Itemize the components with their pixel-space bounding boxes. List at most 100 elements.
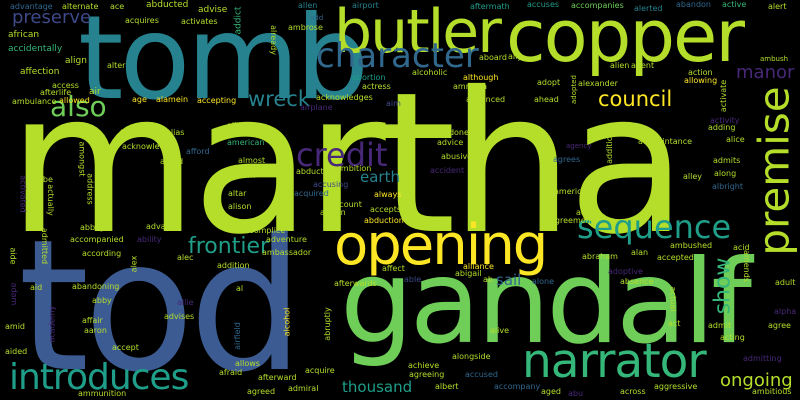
word-always: always	[374, 190, 402, 199]
word-albright: albright	[712, 182, 743, 191]
word-altar: altar	[228, 189, 247, 198]
word-allowing: allowing	[684, 76, 718, 85]
word-allowed: allowed	[59, 96, 90, 105]
word-aim: aim	[386, 99, 401, 108]
word-accident: accident	[430, 166, 465, 175]
word-activates: activates	[181, 17, 218, 26]
word-adoptive: adoptive	[608, 267, 643, 276]
word-accuses: accuses	[527, 0, 560, 9]
word-accept: accept	[112, 343, 139, 352]
word-actress: actress	[362, 82, 391, 91]
word-access: access	[52, 81, 79, 90]
word-preserve: preserve	[12, 7, 92, 28]
word-alliance: alliance	[463, 262, 494, 271]
word-active: active	[722, 0, 747, 9]
word-achieve: achieve	[408, 361, 440, 370]
word-alex: alex	[129, 255, 139, 273]
word-alias: alias	[166, 128, 185, 137]
word-allison: allison	[320, 208, 346, 217]
word-academy: academy	[47, 305, 57, 343]
word-tomb: tomb	[78, 0, 369, 126]
word-abe: abe	[38, 175, 53, 184]
word-alice: alice	[726, 135, 745, 144]
word-allows: allows	[235, 359, 260, 368]
word-allow: allow	[227, 121, 248, 130]
word-alec: alec	[177, 253, 194, 262]
word-alter: alter	[107, 61, 126, 70]
word-acquire: acquire	[305, 366, 335, 375]
word-age: age	[132, 95, 147, 104]
word-actually: actually	[45, 184, 55, 216]
word-amid: amid	[5, 322, 25, 331]
word-allen: allen	[298, 1, 318, 10]
word-affection: affection	[20, 67, 60, 77]
word-ambitious: ambitious	[752, 387, 792, 396]
word-acknowledges: acknowledges	[316, 93, 373, 102]
word-american: american	[227, 138, 265, 147]
word-abandon: abandon	[676, 0, 711, 9]
word-opening: opening	[334, 213, 548, 278]
word-afterward: afterward	[258, 373, 297, 382]
word-advises: advises	[164, 312, 195, 321]
word-activity: activity	[710, 116, 740, 125]
word-alive: alive	[490, 326, 510, 335]
word-advantage: advantage	[10, 2, 53, 11]
word-alert: alert	[768, 2, 787, 11]
word-abducts: abducts	[296, 167, 328, 176]
word-afterlife: afterlife	[40, 88, 72, 97]
word-according: according	[82, 249, 122, 258]
word-thousand: thousand	[342, 378, 413, 396]
word-align: align	[65, 56, 87, 66]
word-acknowledge: acknowledge	[122, 142, 175, 151]
word-ally: ally	[508, 52, 523, 61]
word-aaron: aaron	[84, 326, 107, 335]
word-alley: alley	[683, 172, 703, 181]
word-advise: advise	[198, 5, 228, 15]
word-martha: martha	[8, 50, 687, 277]
word-aircraft: aircraft	[475, 185, 485, 215]
word-account: account	[330, 200, 362, 209]
word-alfred: alfred	[160, 157, 184, 166]
word-accused: accused	[465, 370, 498, 379]
word-acid: acid	[733, 243, 750, 252]
word-additional: additional	[604, 124, 614, 164]
word-adventure: adventure	[266, 235, 307, 244]
word-alcoholic: alcoholic	[412, 68, 448, 77]
word-addict: addict	[233, 6, 244, 35]
word-ambassador: ambassador	[262, 248, 312, 257]
word-premise: premise	[749, 86, 799, 256]
word-gandalf: gandalf	[340, 235, 752, 370]
word-show: show	[710, 257, 736, 315]
word-abduction: abduction	[364, 216, 404, 225]
word-agency: agency	[566, 142, 592, 150]
word-america: america	[554, 187, 587, 196]
word-among: among	[120, 127, 148, 136]
word-abu: abu	[568, 389, 584, 398]
word-action: action	[688, 68, 713, 77]
word-admit: admit	[708, 321, 732, 330]
word-afterwards: afterwards	[334, 279, 377, 288]
word-amends: amends	[741, 250, 751, 282]
word-adding: adding	[708, 123, 736, 132]
word-aggressive: aggressive	[654, 382, 698, 391]
word-act: act	[668, 319, 681, 328]
word-wreck: wreck	[248, 87, 310, 111]
word-aide: aide	[8, 247, 18, 265]
word-ambition: ambition	[336, 164, 372, 173]
word-council: council	[598, 87, 673, 111]
word-frontier: frontier	[188, 234, 270, 259]
word-actual: actual	[668, 286, 678, 312]
word-credit: credit	[296, 136, 388, 174]
word-ab: ab	[483, 275, 493, 284]
word-abandoning: abandoning	[72, 282, 120, 291]
word-affect: affect	[382, 264, 405, 273]
word-narrator: narrator	[522, 334, 707, 389]
word-abandoned: abandoned	[429, 128, 474, 137]
word-acquires: acquires	[125, 16, 159, 25]
word-character: character	[316, 36, 479, 76]
word-alexander: alexander	[578, 79, 618, 88]
word-ahead: ahead	[534, 95, 559, 104]
word-abducted: abducted	[146, 0, 189, 10]
word-abusive: abusive	[441, 152, 473, 161]
word-adopted: adopted	[569, 75, 578, 104]
